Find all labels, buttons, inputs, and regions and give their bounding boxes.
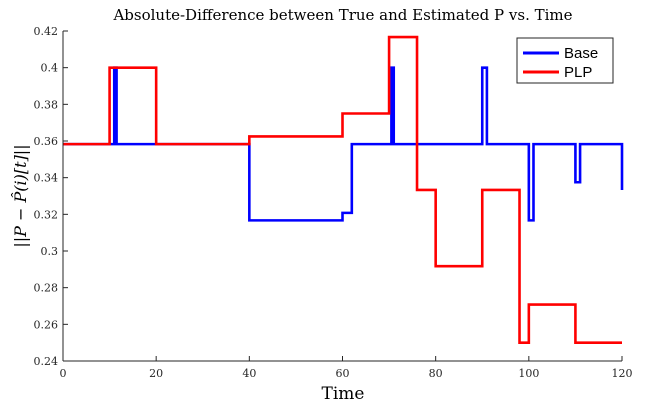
x-tick-label: 100 [518,367,539,380]
chart-title: Absolute-Difference between True and Est… [112,6,572,24]
x-tick-label: 120 [612,367,633,380]
y-tick-label: 0.4 [41,62,59,75]
y-tick-label: 0.42 [34,25,59,38]
y-tick-labels: 0.24 0.26 0.28 0.3 0.32 0.34 0.36 0.38 0.4 0.42 [34,25,59,368]
x-tick-label: 60 [336,367,350,380]
x-tick-label: 20 [149,367,163,380]
y-axis-label: ||P − P̂(i)[t]|| [11,144,30,247]
legend: Base PLP [516,37,614,84]
series-line-plp [63,35,622,344]
legend-box [516,37,614,84]
y-tick-label: 0.28 [34,282,59,295]
x-tick-label: 40 [242,367,256,380]
y-tick-label: 0.3 [41,245,59,258]
y-tick-label: 0.36 [34,135,59,148]
x-axis-label: Time [322,384,365,403]
x-tick-labels: 0 20 40 60 80 100 120 [60,367,633,380]
y-tick-label: 0.38 [34,98,59,111]
x-tick-label: 80 [429,367,443,380]
y-tick-label: 0.26 [34,318,59,331]
y-tick-label: 0.34 [34,172,59,185]
y-tick-label: 0.24 [34,355,59,368]
legend-label-base: Base [564,45,598,62]
series-layer [63,35,624,344]
y-tick-label: 0.32 [34,208,59,221]
legend-label-plp: PLP [564,64,592,81]
x-tick-label: 0 [60,367,67,380]
